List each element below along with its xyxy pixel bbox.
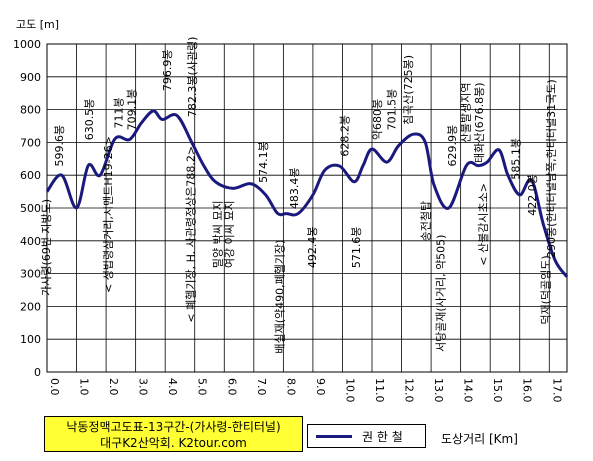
- annotation-label: 송전철탑: [420, 201, 433, 241]
- x-tick-label: 4.0: [166, 378, 179, 396]
- annotation-label: < 성법령삼거리,시멘트H19-26>: [102, 136, 115, 293]
- annotation-label: 산불발생지역: [460, 83, 473, 144]
- annotation-label: 서당골재(사거리, 약505): [433, 235, 447, 353]
- annotation-label: 630.5봉: [83, 99, 96, 141]
- y-axis-title: 고도 [m]: [16, 18, 60, 31]
- annotation-label: 밀양 박씨 묘지: [211, 200, 224, 268]
- x-tick-label: 10.0: [343, 378, 356, 403]
- legend: 권 한 철: [307, 424, 426, 448]
- annotation-label: 483.4봉: [288, 168, 301, 210]
- annotation-label: 782.3봉(사관령): [186, 37, 199, 118]
- annotation-label: 290봉(한티터널남쪽,한티터널31국도): [545, 79, 558, 258]
- annotation-label: 덕재(덕골임도): [539, 255, 552, 324]
- annotation-label: 796.9봉: [161, 49, 174, 91]
- annotation-group: 가사령(69번 지방도) 599.6봉 630.5봉 < 성법령삼거리,시멘트H19-…: [40, 37, 558, 354]
- chart-title-box: 낙동정맥고도표-13구간-(가사령-한티터널) 대구K2산악회. K2tour.…: [44, 416, 303, 452]
- x-tick-label: 2.0: [107, 378, 120, 396]
- x-tick-label: 8.0: [284, 378, 297, 396]
- y-tick-label: 800: [20, 104, 41, 117]
- annotation-label: 태화산(676.8봉): [473, 82, 486, 163]
- x-tick-label: 12.0: [403, 378, 416, 403]
- y-tick-label: 700: [20, 136, 41, 149]
- annotation-label: 배실재(약490,폐헬기장): [272, 240, 286, 354]
- chart-title: 낙동정맥고도표-13구간-(가사령-한티터널): [66, 420, 281, 434]
- annotation-label: 492.4봉: [306, 227, 319, 269]
- y-tick-labels: 0 100 200 300 400 500 600 700 800 900 1000: [13, 38, 41, 379]
- series-line-group: [45, 109, 569, 278]
- y-tick-label: 200: [20, 300, 41, 313]
- legend-swatch: [316, 434, 352, 438]
- x-tick-label: 7.0: [255, 378, 268, 396]
- x-tick-label: 16.0: [521, 378, 534, 403]
- chart-subtitle: 대구K2산악회. K2tour.com: [100, 436, 247, 450]
- y-tick-label: 1000: [13, 38, 41, 51]
- annotation-label: 701.5봉: [386, 89, 399, 131]
- series-line: [45, 109, 569, 278]
- x-tick-label: 6.0: [225, 378, 238, 396]
- x-tick-label: 1.0: [78, 378, 91, 396]
- annotation-label: 약680봉: [370, 99, 384, 140]
- annotation-label: 침곡산(725봉): [402, 55, 415, 125]
- x-tick-label: 17.0: [550, 378, 563, 403]
- annotation-label: < 폐헬기장, H. 사관령정상은788.2>: [185, 146, 198, 323]
- annotation-label: 599.6봉: [53, 125, 66, 167]
- x-axis-title: 도상거리 [Km]: [441, 432, 518, 446]
- y-tick-label: 500: [20, 202, 41, 215]
- y-tick-label: 900: [20, 71, 41, 84]
- y-tick-label: 400: [20, 235, 41, 248]
- y-tick-label: 300: [20, 268, 41, 281]
- grid: [46, 43, 568, 373]
- x-tick-label: 14.0: [462, 378, 475, 403]
- annotation-label: 711봉: [112, 97, 125, 128]
- legend-label: 권 한 철: [362, 429, 403, 444]
- x-tick-label: 3.0: [137, 378, 150, 396]
- y-tick-label: 600: [20, 169, 41, 182]
- x-tick-label: 9.0: [314, 378, 327, 396]
- x-tick-label: 11.0: [373, 378, 386, 403]
- annotation-label: 629.9봉: [446, 125, 459, 167]
- x-tick-label: 13.0: [432, 378, 445, 403]
- annotation-label: 585.1봉: [510, 138, 523, 180]
- annotation-label: 574.1봉: [257, 141, 270, 183]
- annotation-label: 가사령(69번 지방도): [40, 199, 53, 296]
- annotation-label: 709.1봉: [126, 89, 139, 131]
- y-tick-label: 100: [20, 333, 41, 346]
- annotation-label: < 산불감시초소>: [477, 183, 490, 266]
- x-tick-label: 15.0: [491, 378, 504, 403]
- annotation-label: 628.2봉: [338, 115, 351, 157]
- annotation-label: 422.0봉: [526, 174, 539, 216]
- x-tick-label: 5.0: [196, 378, 209, 396]
- annotation-label: 여강 이씨 묘지: [223, 200, 236, 268]
- annotation-label: 571.6봉: [350, 227, 363, 269]
- x-tick-label: 0.0: [48, 378, 61, 396]
- x-tick-labels: 0.0 1.0 2.0 3.0 4.0 5.0 6.0 7.0 8.0 9.0 10.0 11.0 12…: [48, 378, 563, 403]
- y-tick-label: 0: [34, 366, 41, 379]
